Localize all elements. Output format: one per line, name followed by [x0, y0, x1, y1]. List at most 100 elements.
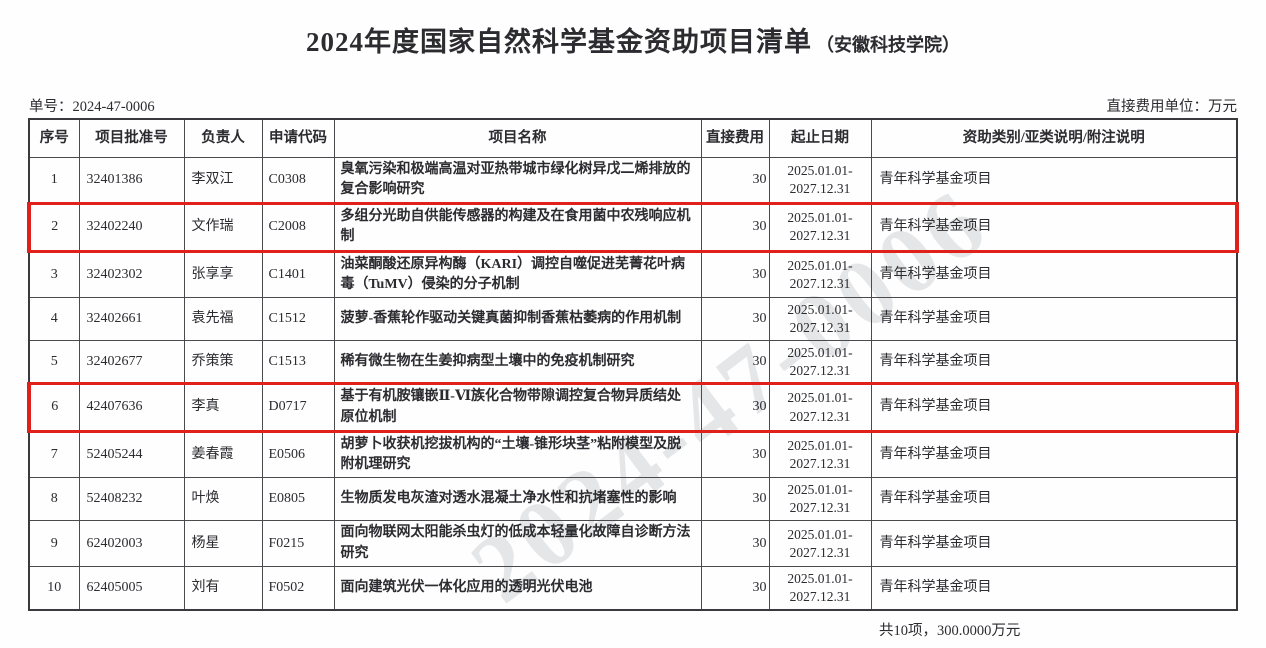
- cell-category: 青年科学基金项目: [870, 477, 1238, 522]
- period-end: 2027.12.31: [789, 588, 851, 604]
- cell-leader: 刘有: [183, 566, 263, 611]
- cell-category: 青年科学基金项目: [870, 156, 1238, 205]
- cell-approval-no: 52408232: [78, 477, 185, 522]
- cell-leader: 姜春霞: [183, 430, 263, 479]
- cell-seq: 2: [27, 202, 80, 253]
- cell-period: 2025.01.01- 2027.12.31: [768, 382, 872, 433]
- cell-fee: 30: [700, 566, 770, 611]
- cell-category: 青年科学基金项目: [870, 340, 1238, 385]
- period-end: 2027.12.31: [789, 180, 851, 196]
- cell-seq: 4: [28, 297, 80, 342]
- page-title: 2024年度国家自然科学基金资助项目清单: [306, 27, 812, 57]
- period-start: 2025.01.01-: [787, 482, 853, 498]
- cell-code: F0215: [261, 520, 335, 568]
- cell-project-name: 面向物联网太阳能杀虫灯的低成本轻量化故障自诊断方法研究: [333, 520, 702, 568]
- cell-leader: 文作瑞: [183, 202, 263, 253]
- cell-period: 2025.01.01- 2027.12.31: [768, 520, 872, 568]
- table-header-row: 序号 项目批准号 负责人 申请代码 项目名称 直接费用 起止日期 资助类别/亚类…: [28, 118, 1238, 158]
- cell-project-name: 生物质发电灰渣对透水混凝土净水性和抗堵塞性的影响: [333, 477, 702, 522]
- period-start: 2025.01.01-: [787, 526, 853, 542]
- period-start: 2025.01.01-: [787, 390, 853, 406]
- cell-period: 2025.01.01- 2027.12.31: [768, 477, 872, 522]
- table-row: 4 32402661 袁先福 C1512 菠萝-香蕉轮作驱动关键真菌抑制香蕉枯萎…: [28, 297, 1238, 342]
- cell-period: 2025.01.01- 2027.12.31: [768, 430, 872, 479]
- cell-period: 2025.01.01- 2027.12.31: [768, 156, 872, 205]
- cell-project-name: 胡萝卜收获机挖拔机构的“土壤-锥形块茎”粘附模型及脱附机理研究: [333, 430, 702, 479]
- header-project-name: 项目名称: [333, 118, 702, 158]
- cell-fee: 30: [700, 202, 770, 253]
- cell-fee: 30: [700, 430, 770, 479]
- table-row: 10 62405005 刘有 F0502 面向建筑光伏一体化应用的透明光伏电池 …: [28, 566, 1238, 611]
- cell-seq: 10: [28, 566, 80, 611]
- cell-project-name: 菠萝-香蕉轮作驱动关键真菌抑制香蕉枯萎病的作用机制: [333, 297, 702, 342]
- header-code: 申请代码: [261, 118, 335, 158]
- cell-leader: 叶焕: [183, 477, 263, 522]
- cell-code: C1513: [261, 340, 335, 385]
- period-start: 2025.01.01-: [787, 344, 853, 360]
- cell-code: D0717: [261, 382, 335, 433]
- period-start: 2025.01.01-: [787, 437, 853, 453]
- period-start: 2025.01.01-: [787, 302, 853, 318]
- cell-seq: 6: [27, 382, 80, 433]
- cell-code: C2008: [261, 202, 335, 253]
- table-row: 9 62402003 杨星 F0215 面向物联网太阳能杀虫灯的低成本轻量化故障…: [28, 520, 1238, 568]
- header-period: 起止日期: [768, 118, 872, 158]
- cell-fee: 30: [700, 520, 770, 568]
- cell-category: 青年科学基金项目: [870, 297, 1238, 342]
- cell-approval-no: 32402661: [78, 297, 185, 342]
- cell-category: 青年科学基金项目: [870, 382, 1239, 433]
- period-end: 2027.12.31: [789, 362, 851, 378]
- cell-seq: 1: [28, 156, 80, 205]
- cell-approval-no: 32401386: [78, 156, 185, 205]
- cell-leader: 李双江: [183, 156, 263, 205]
- cell-project-name: 多组分光助自供能传感器的构建及在食用菌中农残响应机制: [333, 202, 702, 253]
- cell-category: 青年科学基金项目: [870, 566, 1238, 611]
- table-row: 8 52408232 叶焕 E0805 生物质发电灰渣对透水混凝土净水性和抗堵塞…: [28, 477, 1238, 522]
- cell-seq: 8: [28, 477, 80, 522]
- cell-approval-no: 52405244: [78, 430, 185, 479]
- cell-seq: 9: [28, 520, 80, 568]
- header-category: 资助类别/亚类说明/附注说明: [870, 118, 1238, 158]
- page-title-institution: （安徽科技学院）: [816, 35, 960, 55]
- period-end: 2027.12.31: [789, 320, 851, 336]
- table-row: 5 32402677 乔策策 C1513 稀有微生物在生姜抑病型土壤中的免疫机制…: [28, 340, 1238, 385]
- cell-fee: 30: [700, 156, 770, 205]
- meta-row: 单号：2024-47-0006 直接费用单位：万元: [29, 95, 1237, 118]
- table-row: 6 42407636 李真 D0717 基于有机胺镶嵌Ⅱ-Ⅵ族化合物带隙调控复合…: [27, 382, 1239, 433]
- cell-approval-no: 62405005: [78, 566, 185, 611]
- table-row: 3 32402302 张享享 C1401 油菜酮酸还原异构酶（KARI）调控自噬…: [28, 250, 1238, 299]
- period-end: 2027.12.31: [789, 275, 851, 291]
- period-start: 2025.01.01-: [787, 162, 853, 178]
- period-end: 2027.12.31: [789, 228, 851, 244]
- period-end: 2027.12.31: [789, 408, 851, 424]
- table-row: 7 52405244 姜春霞 E0506 胡萝卜收获机挖拔机构的“土壤-锥形块茎…: [28, 430, 1238, 479]
- cell-period: 2025.01.01- 2027.12.31: [768, 250, 872, 299]
- cell-code: E0506: [261, 430, 335, 479]
- period-end: 2027.12.31: [789, 544, 851, 560]
- cell-code: C0308: [261, 156, 335, 205]
- period-end: 2027.12.31: [789, 500, 851, 516]
- period-start: 2025.01.01-: [787, 210, 853, 226]
- cell-code: C1512: [261, 297, 335, 342]
- cell-leader: 张享享: [183, 250, 263, 299]
- summary-total: 共10项，300.0000万元: [879, 622, 1021, 639]
- cell-seq: 5: [28, 340, 80, 385]
- cell-project-name: 基于有机胺镶嵌Ⅱ-Ⅵ族化合物带隙调控复合物异质结处原位机制: [333, 382, 702, 433]
- cell-approval-no: 42407636: [78, 382, 185, 433]
- header-seq: 序号: [28, 118, 80, 158]
- grant-projects-table: 序号 项目批准号 负责人 申请代码 项目名称 直接费用 起止日期 资助类别/亚类…: [27, 118, 1239, 611]
- cell-code: F0502: [261, 566, 335, 611]
- fee-unit-note: 直接费用单位：万元: [1106, 99, 1238, 115]
- cell-leader: 袁先福: [183, 297, 263, 342]
- cell-project-name: 面向建筑光伏一体化应用的透明光伏电池: [333, 566, 702, 611]
- header-leader: 负责人: [183, 118, 263, 158]
- cell-period: 2025.01.01- 2027.12.31: [768, 566, 872, 611]
- cell-period: 2025.01.01- 2027.12.31: [768, 340, 872, 385]
- cell-approval-no: 32402302: [78, 250, 185, 299]
- cell-period: 2025.01.01- 2027.12.31: [768, 202, 872, 253]
- cell-approval-no: 32402677: [78, 340, 185, 385]
- doc-number: 单号：2024-47-0006: [29, 99, 155, 115]
- cell-approval-no: 62402003: [78, 520, 185, 568]
- cell-fee: 30: [700, 340, 770, 385]
- cell-seq: 3: [28, 250, 80, 299]
